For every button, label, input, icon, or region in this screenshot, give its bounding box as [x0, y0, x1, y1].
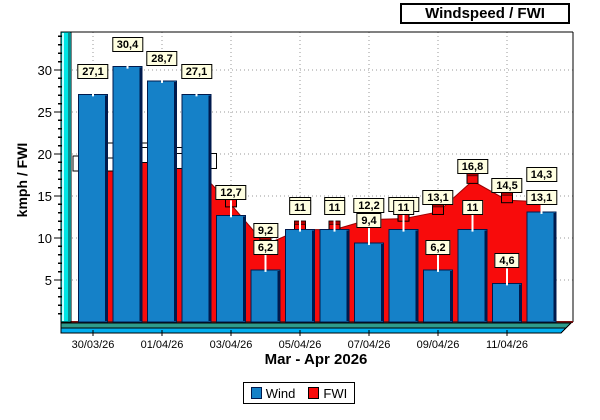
x-tick-label: 11/04/26: [485, 339, 528, 351]
wind-value-label: 11: [392, 199, 415, 215]
wind-bar-series[interactable]: [78, 66, 557, 323]
fwi-value-label: 14,3: [525, 166, 558, 182]
wind-value-label: 6,2: [425, 239, 451, 255]
axis-tick-marks: [54, 35, 508, 336]
wind-swatch-icon: [250, 387, 262, 399]
x-tick-label: 01/04/26: [140, 339, 184, 351]
wind-value-label: 11: [461, 199, 484, 215]
x-tick-label: 03/04/26: [209, 339, 253, 351]
legend-wind-label: Wind: [265, 385, 296, 401]
y-tick-label: 5: [44, 273, 52, 288]
wind-value-label: 4,6: [494, 253, 520, 269]
wind-value-label: 6,2: [252, 239, 279, 255]
fwi-value-label: 9,2: [252, 222, 279, 238]
legend-item-fwi[interactable]: FWI: [308, 386, 347, 401]
x-tick-label: 05/04/26: [278, 339, 322, 351]
axis-walls: [60, 31, 572, 334]
y-tick-label: 25: [37, 105, 52, 120]
fwi-value-label: 13,1: [422, 189, 454, 205]
fwi-value-label: 16,8: [456, 158, 489, 174]
wind-value-label: 27,1: [77, 64, 109, 80]
wind-value-label: 28,7: [146, 50, 178, 66]
legend-item-wind[interactable]: Wind: [250, 385, 296, 401]
plot-border: [61, 31, 574, 322]
wind-value-label: 30,4: [111, 36, 144, 52]
y-tick-label: 30: [37, 63, 52, 78]
x-tick-label: 07/04/26: [347, 339, 391, 351]
fwi-value-label: 14,5: [491, 178, 523, 194]
wind-value-label: 11: [323, 199, 346, 215]
y-tick-label: 10: [37, 231, 52, 246]
wind-value-label: 9,4: [356, 213, 382, 229]
x-tick-label: 30/03/26: [71, 339, 115, 351]
chart-title: Windspeed / FWI: [400, 3, 570, 24]
y-tick-label: 20: [37, 147, 52, 162]
x-tick-label: 09/04/26: [416, 339, 460, 351]
wind-value-label: 13,1: [525, 189, 558, 205]
fwi-swatch-icon: [308, 387, 320, 399]
fwi-value-label: 12,2: [353, 197, 385, 213]
legend: Wind FWI: [243, 382, 355, 404]
legend-fwi-label: FWI: [323, 385, 348, 401]
y-tick-label: 15: [37, 189, 52, 204]
wind-value-label: 12,7: [215, 185, 247, 201]
x-axis-title: Mar - Apr 2026: [264, 351, 368, 368]
wind-value-label: 27,1: [180, 64, 213, 80]
label-leader-lines: [92, 51, 543, 286]
wind-value-label: 11: [289, 199, 311, 215]
